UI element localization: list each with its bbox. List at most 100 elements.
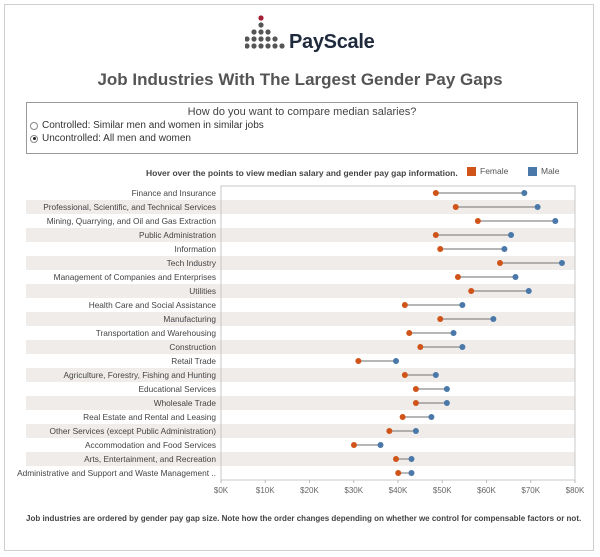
x-tick-label: $20K [300, 486, 319, 495]
logo-dot [258, 22, 264, 28]
female-point[interactable] [406, 330, 413, 336]
logo-dot [245, 43, 250, 49]
row-stripe [26, 284, 575, 298]
male-point[interactable] [450, 330, 457, 336]
male-point[interactable] [428, 414, 435, 420]
radio-controlled[interactable] [30, 121, 38, 130]
industry-label: Educational Services [139, 384, 216, 394]
male-point[interactable] [459, 344, 466, 350]
female-point[interactable] [454, 274, 461, 280]
industry-label: Health Care and Social Assistance [89, 300, 217, 310]
option-uncontrolled-label: Uncontrolled: All men and women [42, 133, 191, 144]
payscale-logo-icon [245, 15, 285, 49]
industry-label: Real Estate and Rental and Leasing [83, 412, 216, 422]
male-point[interactable] [501, 246, 508, 252]
x-tick-label: $0K [214, 486, 229, 495]
x-tick-label: $40K [389, 486, 408, 495]
female-point[interactable] [355, 358, 362, 364]
male-point[interactable] [521, 190, 528, 196]
male-point[interactable] [412, 428, 419, 434]
male-point[interactable] [552, 218, 559, 224]
female-point[interactable] [412, 400, 419, 406]
female-point[interactable] [432, 190, 439, 196]
row-stripe [26, 424, 575, 438]
industry-label: Manufacturing [163, 314, 216, 324]
female-point[interactable] [437, 316, 444, 322]
legend-male-swatch [528, 166, 537, 176]
x-tick-label: $30K [344, 486, 363, 495]
male-point[interactable] [393, 358, 399, 364]
logo-dot [265, 36, 271, 42]
male-point[interactable] [558, 260, 565, 266]
row-stripe [26, 256, 575, 270]
footnote: Job industries are ordered by gender pay… [26, 514, 582, 523]
female-point[interactable] [432, 232, 439, 238]
logo-dot [265, 43, 271, 49]
male-point[interactable] [432, 372, 439, 378]
industry-label: Information [174, 244, 216, 254]
male-point[interactable] [408, 470, 415, 476]
female-point[interactable] [417, 344, 424, 350]
logo-dot [272, 36, 278, 42]
x-tick-label: $10K [256, 486, 275, 495]
female-point[interactable] [401, 302, 408, 308]
row-stripe [26, 340, 575, 354]
logo-dot [258, 43, 264, 49]
legend-female[interactable]: Female [467, 166, 508, 176]
industry-label: Accommodation and Food Services [85, 440, 216, 450]
female-point[interactable] [393, 456, 399, 462]
male-point[interactable] [534, 204, 541, 210]
option-controlled-label: Controlled: Similar men and women in sim… [42, 120, 264, 131]
logo-dot [251, 43, 257, 49]
legend-male-label: Male [541, 166, 560, 176]
industry-label: Finance and Insurance [132, 188, 217, 198]
logo-dot [272, 43, 278, 49]
female-point[interactable] [399, 414, 406, 420]
industry-label: Other Services (except Public Administra… [50, 426, 217, 436]
male-point[interactable] [490, 316, 497, 322]
female-point[interactable] [474, 218, 481, 224]
industry-label: Professional, Scientific, and Technical … [43, 202, 216, 212]
row-stripe [26, 396, 575, 410]
logo-dot [265, 29, 271, 35]
male-point[interactable] [377, 442, 384, 448]
female-point[interactable] [452, 204, 459, 210]
row-stripe [26, 200, 575, 214]
male-point[interactable] [508, 232, 515, 238]
male-point[interactable] [443, 400, 450, 406]
female-point[interactable] [401, 372, 408, 378]
industry-label: Retail Trade [171, 356, 216, 366]
industry-label: Tech Industry [167, 258, 217, 268]
industry-label: Wholesale Trade [154, 398, 217, 408]
radio-uncontrolled[interactable] [30, 134, 38, 143]
industry-label: Transportation and Warehousing [96, 328, 217, 338]
female-point[interactable] [496, 260, 503, 266]
male-point[interactable] [525, 288, 532, 294]
male-point[interactable] [512, 274, 519, 280]
row-stripe [26, 312, 575, 326]
female-point[interactable] [395, 470, 402, 476]
female-point[interactable] [350, 442, 357, 448]
male-point[interactable] [459, 302, 466, 308]
logo-dot [279, 43, 285, 49]
female-point[interactable] [437, 246, 444, 252]
logo-dot [251, 29, 257, 35]
male-point[interactable] [443, 386, 450, 392]
industry-label: Public Administration [139, 230, 216, 240]
female-point[interactable] [468, 288, 475, 294]
logo-dot [251, 36, 257, 42]
option-uncontrolled[interactable]: Uncontrolled: All men and women [30, 133, 191, 144]
industry-label: Utilities [189, 286, 216, 296]
industry-label: Management of Companies and Enterprises [54, 272, 216, 282]
female-point[interactable] [412, 386, 419, 392]
brand-name: PayScale [289, 31, 375, 53]
legend-male[interactable]: Male [528, 166, 559, 176]
option-controlled[interactable]: Controlled: Similar men and women in sim… [30, 120, 264, 131]
male-point[interactable] [408, 456, 415, 462]
logo-dot [258, 29, 264, 35]
x-tick-label: $80K [566, 486, 585, 495]
female-point[interactable] [386, 428, 393, 434]
industry-label: Administrative and Support and Waste Man… [17, 468, 216, 478]
comparison-filter: How do you want to compare median salari… [26, 102, 578, 154]
